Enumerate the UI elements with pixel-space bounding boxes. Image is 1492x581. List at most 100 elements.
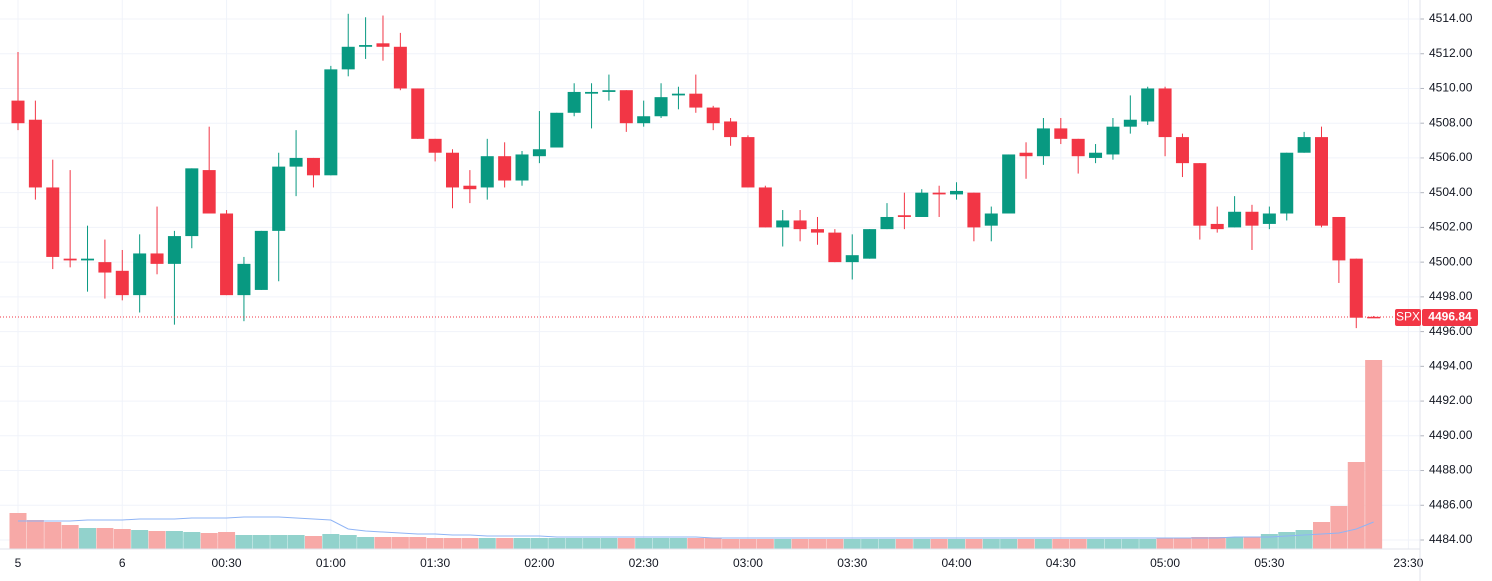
volume-bar	[739, 539, 757, 549]
volume-layer	[9, 360, 1383, 549]
volume-bar	[131, 530, 149, 549]
candle-body	[1262, 213, 1276, 224]
volume-bar	[1052, 539, 1070, 549]
y-tick-label: 4490.00	[1429, 428, 1473, 442]
volume-bar	[1313, 522, 1330, 549]
volume-bar	[635, 538, 653, 549]
volume-bar	[391, 537, 409, 549]
candle-body	[1297, 137, 1311, 153]
candle-body	[880, 216, 894, 230]
volume-bar	[61, 525, 79, 549]
volume-bar	[1365, 360, 1383, 549]
volume-bar	[322, 534, 340, 549]
candle-body	[1071, 138, 1085, 157]
volume-bar	[1295, 530, 1313, 549]
grid-layer	[0, 0, 1420, 549]
y-tick-label: 4484.00	[1429, 532, 1473, 546]
volume-bar	[374, 537, 392, 549]
candle-body	[1367, 316, 1381, 319]
candle-body	[793, 220, 807, 230]
price-tag	[1422, 309, 1478, 327]
candle-body	[567, 91, 581, 113]
candle-body	[967, 192, 981, 228]
volume-bar	[200, 533, 218, 549]
candle-body	[1315, 137, 1328, 226]
x-tick-label: 5	[15, 556, 22, 570]
y-tick-label: 4504.00	[1429, 185, 1473, 199]
candle-body	[289, 157, 303, 167]
candle-body	[758, 187, 772, 228]
candle-body	[810, 229, 824, 233]
candle-body	[254, 230, 268, 290]
volume-bar	[1226, 537, 1244, 549]
candle-body	[306, 157, 320, 176]
volume-bar	[513, 538, 531, 549]
price-label: 4496.84	[1428, 310, 1472, 324]
volume-bar	[148, 531, 166, 549]
y-tick-label: 4514.00	[1429, 11, 1473, 25]
candle-body	[1245, 211, 1259, 226]
volume-bar	[235, 535, 253, 549]
volume-bar	[1260, 534, 1278, 549]
candle-body	[376, 43, 390, 47]
candle-body	[272, 166, 286, 231]
candle-body	[393, 46, 407, 89]
volume-bar	[1208, 537, 1226, 549]
candle-body	[932, 192, 946, 195]
candle-body	[1228, 211, 1242, 228]
candle-body	[167, 236, 181, 264]
volume-bar	[1173, 538, 1191, 549]
candle-body	[220, 213, 234, 296]
candle-body	[133, 253, 147, 296]
candle-body	[1141, 88, 1155, 122]
volume-bar	[791, 539, 809, 549]
volume-bar	[461, 538, 479, 549]
x-tick-label: 03:00	[733, 556, 763, 570]
volume-bar	[948, 539, 966, 549]
volume-bar	[861, 539, 879, 549]
candle-body	[845, 255, 859, 263]
volume-bar	[1278, 532, 1296, 549]
volume-bar	[826, 539, 844, 549]
volume-bar	[669, 538, 687, 549]
candle-body	[446, 152, 459, 188]
volume-bar	[600, 538, 618, 549]
volume-bar	[26, 520, 44, 549]
y-tick-label: 4500.00	[1429, 254, 1473, 268]
y-tick-label: 4494.00	[1429, 359, 1473, 373]
candle-body	[1002, 154, 1016, 214]
volume-bar	[1243, 537, 1261, 549]
volume-bar	[1034, 539, 1052, 549]
volume-bar	[1087, 539, 1105, 549]
candle-body	[897, 215, 911, 217]
volume-bar	[409, 537, 427, 549]
x-tick-label: 02:30	[629, 556, 659, 570]
candle-body	[1158, 88, 1172, 138]
volume-bar	[444, 538, 461, 549]
candle-body	[185, 168, 199, 237]
volume-bar	[165, 531, 183, 549]
volume-bar	[44, 522, 62, 549]
candle-body	[150, 253, 164, 264]
candle-body	[1054, 128, 1068, 139]
y-tick-label: 4508.00	[1429, 115, 1473, 129]
candle-body	[46, 187, 60, 257]
candle-body	[359, 45, 373, 47]
volume-bar	[548, 538, 566, 549]
candle-body	[671, 93, 685, 96]
candle-body	[706, 107, 720, 124]
candle-body	[1193, 163, 1207, 226]
volume-bar	[756, 539, 774, 549]
candle-body	[11, 100, 25, 124]
symbol-label: SPX	[1396, 310, 1420, 324]
candle-body	[1175, 137, 1189, 164]
candle-body	[202, 170, 216, 214]
volume-bar	[9, 513, 27, 549]
volume-bar	[357, 537, 375, 549]
candle-body	[689, 93, 703, 108]
volume-bar	[1191, 537, 1209, 549]
y-tick-label: 4512.00	[1429, 46, 1473, 60]
